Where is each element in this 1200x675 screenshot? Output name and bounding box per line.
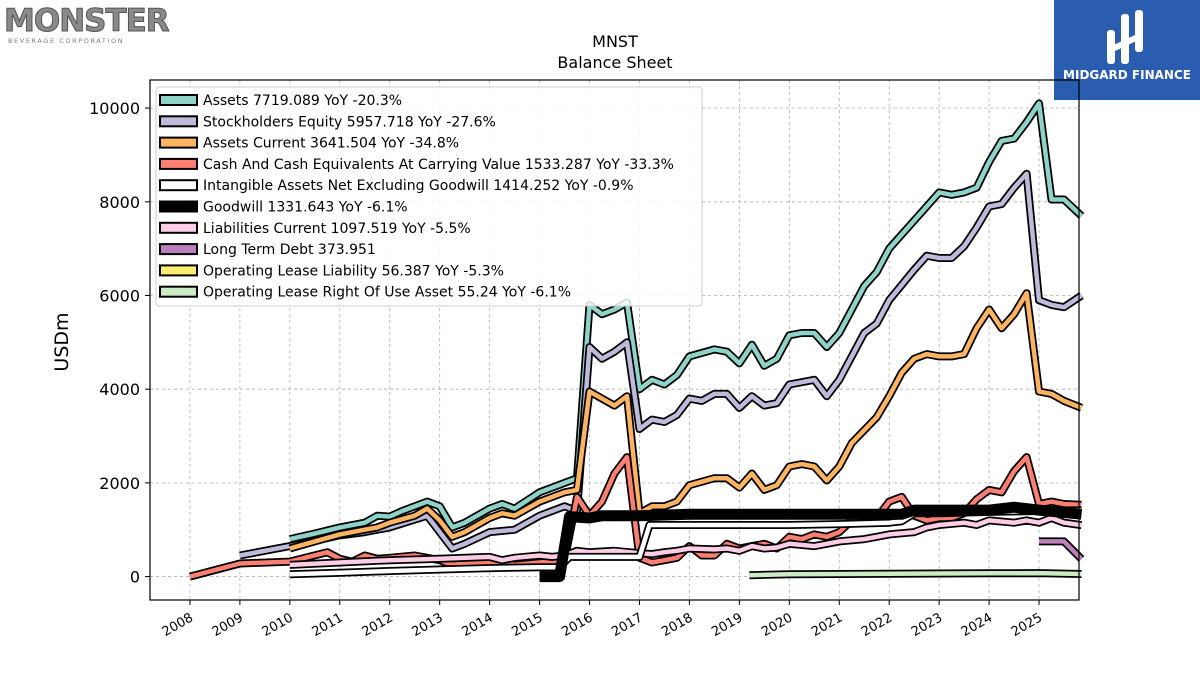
monster-logo: MONSTER BEVERAGE CORPORATION <box>4 4 171 46</box>
legend-entry: Liabilities Current 1097.519 YoY -5.5% <box>203 221 471 237</box>
series-line <box>749 570 1082 578</box>
x-tick-label: 2010 <box>260 610 296 640</box>
chart-title: MNST <box>592 32 638 51</box>
x-tick-label: 2016 <box>559 610 595 640</box>
legend-entry: Operating Lease Right Of Use Asset 55.24… <box>203 285 571 301</box>
legend-entry: Assets Current 3641.504 YoY -34.8% <box>203 136 459 152</box>
legend-swatch <box>159 136 198 149</box>
x-tick-label: 2018 <box>659 610 695 640</box>
y-axis-label: USDm <box>51 312 73 371</box>
legend-swatch <box>159 179 198 192</box>
series-line <box>239 171 1083 558</box>
y-tick-label: 10000 <box>89 99 140 118</box>
legend: Assets 7719.089 YoY -20.3% Stockholders E… <box>155 86 703 307</box>
legend-swatch <box>159 94 198 106</box>
legend-swatch <box>159 200 198 213</box>
y-tick-label: 0 <box>130 568 140 587</box>
legend-swatch <box>159 221 198 234</box>
legend-entry: Cash And Cash Equivalents At Carrying Va… <box>203 157 674 173</box>
x-tick-label: 2022 <box>859 610 895 640</box>
series-line <box>289 290 1083 551</box>
x-tick-label: 2020 <box>759 610 795 640</box>
legend-entry: Stockholders Equity 5957.718 YoY -27.6% <box>203 114 496 130</box>
x-tick-label: 2025 <box>1009 610 1045 640</box>
legend-swatch <box>159 243 198 256</box>
y-tick-label: 4000 <box>99 380 140 399</box>
x-tick-label: 2008 <box>160 610 196 640</box>
series-line <box>289 101 1084 542</box>
x-tick-label: 2015 <box>509 610 545 640</box>
y-axis-ticks: 0 2000 4000 6000 8000 10000 <box>89 99 150 587</box>
chart-subtitle: Balance Sheet <box>557 53 672 72</box>
legend-entry: Operating Lease Liability 56.387 YoY -5.… <box>203 263 504 279</box>
y-tick-label: 8000 <box>99 193 140 212</box>
midgard-finance-name: MIDGARD FINANCE <box>1063 68 1191 82</box>
legend-entry: Assets 7719.089 YoY -20.3% <box>203 93 402 109</box>
midgard-finance-logo: MIDGARD FINANCE <box>1054 0 1200 100</box>
x-tick-label: 2011 <box>310 610 346 640</box>
legend-swatch <box>159 264 198 277</box>
x-axis-ticks: 2008 2009 2010 2011 2012 2013 2014 2015 2016 2017… <box>160 600 1045 640</box>
legend-swatch <box>159 157 198 170</box>
legend-entry: Goodwill 1331.643 YoY -6.1% <box>203 200 408 216</box>
x-tick-label: 2014 <box>459 610 495 640</box>
legend-box <box>155 86 703 307</box>
legend-entry: Intangible Assets Net Excluding Goodwill… <box>203 178 634 194</box>
series-lines <box>188 99 1085 583</box>
legend-swatch <box>159 285 198 298</box>
midgard-mark-icon <box>1107 10 1143 64</box>
series-line-goodwill <box>539 501 1083 583</box>
x-tick-label: 2013 <box>410 610 446 640</box>
x-tick-label: 2021 <box>809 610 845 640</box>
x-tick-label: 2023 <box>909 610 945 640</box>
x-tick-label: 2009 <box>210 610 246 640</box>
y-tick-label: 6000 <box>99 286 140 305</box>
series-line <box>289 515 1082 568</box>
plot-frame <box>149 79 1080 601</box>
monster-logo-subtitle: BEVERAGE CORPORATION <box>8 37 125 45</box>
monster-logo-word: MONSTER <box>4 3 171 39</box>
series-line <box>1039 539 1084 561</box>
x-tick-label: 2024 <box>959 610 995 640</box>
legend-entry: Long Term Debt 373.951 <box>203 242 376 258</box>
x-tick-label: 2019 <box>709 610 745 640</box>
x-tick-label: 2017 <box>609 610 645 640</box>
x-tick-label: 2012 <box>360 610 396 640</box>
y-tick-label: 2000 <box>99 474 140 493</box>
legend-swatch <box>159 115 198 128</box>
